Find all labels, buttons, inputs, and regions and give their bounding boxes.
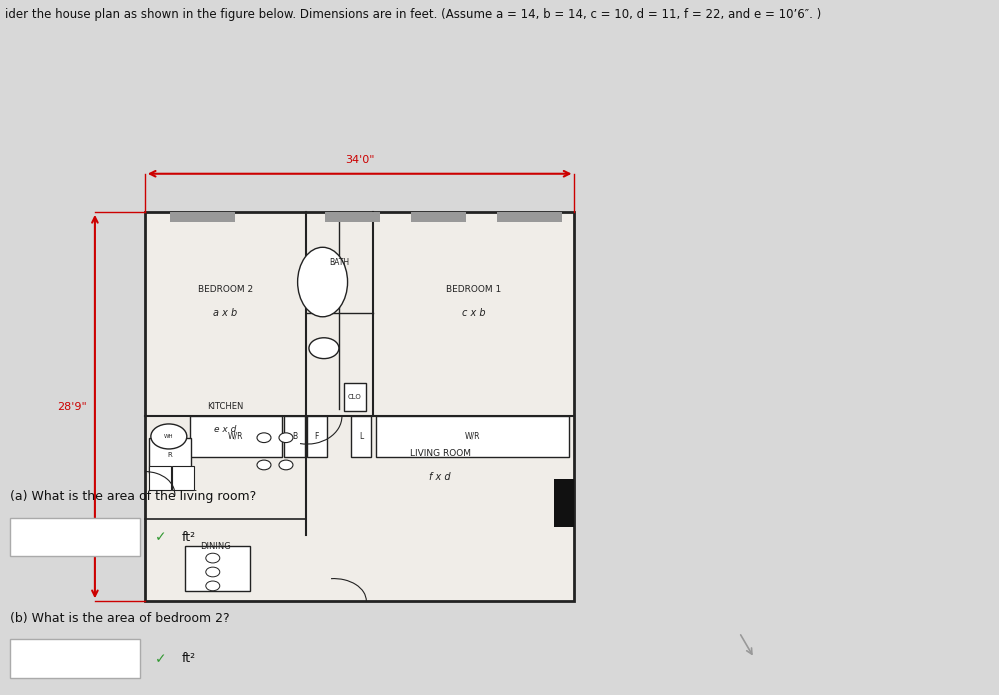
Text: DINING: DINING	[200, 542, 231, 551]
Circle shape	[257, 433, 271, 443]
Bar	[351, 416, 371, 457]
Circle shape	[206, 567, 220, 577]
Text: BEDROOM 2: BEDROOM 2	[198, 286, 253, 294]
Bar	[326, 212, 381, 222]
Text: ider the house plan as shown in the figure below. Dimensions are in feet. (Assum: ider the house plan as shown in the figu…	[5, 8, 821, 22]
Text: (b) What is the area of bedroom 2?: (b) What is the area of bedroom 2?	[10, 612, 230, 625]
Circle shape	[257, 460, 271, 470]
Circle shape	[279, 433, 293, 443]
Text: B: B	[292, 432, 297, 441]
Text: BEDROOM 1: BEDROOM 1	[446, 286, 501, 294]
Text: R: R	[168, 452, 172, 459]
Text: W/R: W/R	[465, 432, 481, 441]
Text: (a) What is the area of the living room?: (a) What is the area of the living room?	[10, 490, 256, 503]
Bar	[172, 466, 194, 490]
Bar	[412, 212, 467, 222]
Text: ft²: ft²	[182, 653, 196, 665]
Bar	[498, 212, 562, 222]
Bar	[190, 416, 282, 457]
Text: ft²: ft²	[182, 531, 196, 543]
Bar	[345, 383, 366, 411]
Bar	[145, 212, 574, 601]
Text: c x b: c x b	[462, 308, 486, 318]
Circle shape	[206, 581, 220, 591]
Circle shape	[279, 460, 293, 470]
Text: F: F	[315, 432, 319, 441]
Ellipse shape	[298, 247, 348, 317]
Text: W/R: W/R	[228, 432, 244, 441]
Text: KITCHEN: KITCHEN	[207, 402, 244, 411]
Text: 28'9": 28'9"	[57, 402, 87, 411]
Text: e x d: e x d	[214, 425, 237, 434]
Text: f x d: f x d	[430, 472, 451, 482]
Text: BATH: BATH	[330, 258, 350, 267]
Text: ✓: ✓	[155, 530, 167, 544]
Bar	[554, 479, 574, 528]
Bar	[284, 416, 305, 457]
FancyBboxPatch shape	[10, 639, 140, 678]
Text: ✓: ✓	[155, 652, 167, 666]
Text: 34'0": 34'0"	[345, 156, 375, 165]
Text: 242: 242	[15, 531, 39, 543]
Circle shape	[309, 338, 339, 359]
Bar	[376, 416, 569, 457]
Circle shape	[206, 553, 220, 563]
Bar	[149, 466, 171, 490]
FancyBboxPatch shape	[10, 518, 140, 556]
Text: 196: 196	[15, 653, 39, 665]
Text: WH: WH	[164, 434, 174, 439]
Circle shape	[151, 424, 187, 449]
Text: CLO: CLO	[348, 394, 362, 400]
Bar	[307, 416, 327, 457]
Bar	[149, 438, 191, 473]
Text: LIVING ROOM: LIVING ROOM	[410, 449, 471, 458]
Text: L: L	[359, 432, 363, 441]
Text: a x b: a x b	[213, 308, 238, 318]
Bar	[170, 212, 235, 222]
Bar	[185, 546, 250, 591]
